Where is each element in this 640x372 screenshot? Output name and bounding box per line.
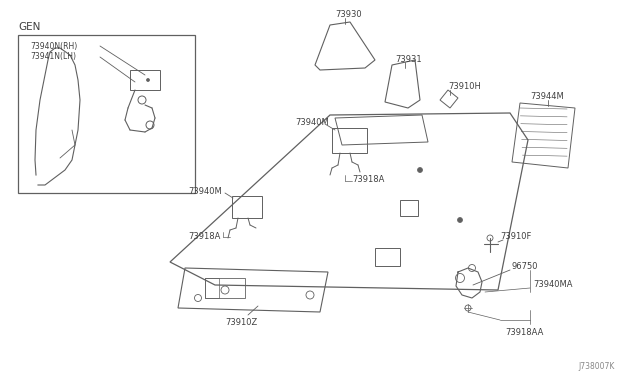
Text: 73931: 73931	[395, 55, 422, 64]
Text: 96750: 96750	[512, 262, 538, 271]
Text: 73918A: 73918A	[188, 232, 220, 241]
Text: 73910H: 73910H	[448, 82, 481, 91]
Text: 73918AA: 73918AA	[505, 328, 543, 337]
Circle shape	[417, 167, 422, 173]
Text: 73944M: 73944M	[530, 92, 564, 101]
Text: 73940M: 73940M	[188, 187, 221, 196]
Text: 73940N(RH): 73940N(RH)	[30, 42, 77, 51]
Text: 73940M: 73940M	[295, 118, 329, 127]
Bar	[232, 196, 262, 218]
Circle shape	[147, 78, 150, 81]
Text: 73930: 73930	[335, 10, 362, 19]
Text: 73910F: 73910F	[500, 232, 531, 241]
Bar	[130, 70, 160, 90]
Text: GEN: GEN	[18, 22, 40, 32]
Bar	[332, 128, 367, 153]
Circle shape	[458, 218, 463, 222]
Text: 73910Z: 73910Z	[225, 318, 257, 327]
Text: 73941N(LH): 73941N(LH)	[30, 52, 76, 61]
Text: J738007K: J738007K	[578, 362, 614, 371]
Bar	[18, 35, 195, 193]
Bar	[205, 278, 219, 298]
Bar	[400, 200, 418, 216]
Text: 73918A: 73918A	[352, 175, 385, 184]
Bar	[375, 248, 400, 266]
Text: 73940MA: 73940MA	[533, 280, 573, 289]
Bar	[205, 278, 245, 298]
